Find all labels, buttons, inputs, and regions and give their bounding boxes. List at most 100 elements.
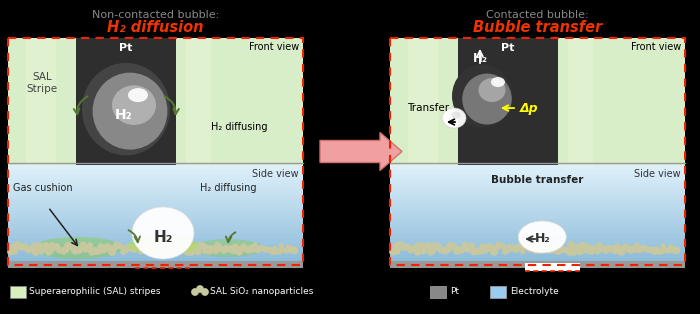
Circle shape: [51, 243, 59, 251]
Circle shape: [244, 247, 249, 252]
Circle shape: [10, 243, 16, 249]
Bar: [8, 230, 303, 233]
Circle shape: [489, 245, 496, 252]
Bar: [8, 228, 303, 230]
Circle shape: [611, 246, 620, 254]
Circle shape: [173, 249, 178, 255]
Circle shape: [281, 247, 286, 252]
Circle shape: [60, 248, 65, 253]
Circle shape: [113, 242, 120, 249]
Circle shape: [175, 246, 182, 253]
Bar: [8, 223, 303, 225]
Bar: [568, 38, 593, 165]
Circle shape: [219, 246, 225, 252]
Circle shape: [566, 248, 573, 256]
Text: Pt: Pt: [450, 288, 459, 296]
Bar: [8, 177, 303, 181]
Circle shape: [548, 247, 554, 254]
Circle shape: [18, 244, 25, 251]
Ellipse shape: [92, 73, 167, 149]
Text: SAL
Stripe: SAL Stripe: [27, 72, 57, 94]
Circle shape: [108, 248, 116, 256]
Ellipse shape: [132, 207, 194, 259]
Bar: [8, 165, 303, 168]
Circle shape: [638, 245, 645, 252]
Circle shape: [76, 247, 83, 254]
Bar: [390, 240, 685, 243]
Circle shape: [582, 243, 588, 249]
Circle shape: [515, 246, 521, 252]
Circle shape: [160, 242, 166, 248]
Circle shape: [652, 248, 658, 255]
Bar: [390, 187, 685, 191]
Circle shape: [648, 247, 654, 252]
Circle shape: [605, 245, 612, 252]
Circle shape: [450, 245, 455, 250]
Circle shape: [193, 245, 199, 250]
Circle shape: [645, 246, 651, 253]
Circle shape: [577, 248, 584, 255]
Circle shape: [133, 246, 139, 252]
Circle shape: [393, 248, 400, 254]
Circle shape: [503, 249, 508, 255]
Bar: [8, 235, 303, 238]
Bar: [390, 220, 685, 223]
Bar: [390, 38, 458, 165]
Bar: [8, 175, 303, 178]
Circle shape: [596, 242, 603, 249]
Circle shape: [246, 247, 253, 253]
Circle shape: [103, 245, 108, 251]
Circle shape: [284, 248, 288, 253]
Bar: [8, 213, 303, 215]
Circle shape: [510, 246, 514, 252]
Circle shape: [230, 246, 237, 254]
Bar: [390, 260, 685, 263]
Circle shape: [402, 244, 409, 251]
Circle shape: [579, 242, 586, 249]
Circle shape: [120, 249, 126, 255]
Bar: [390, 225, 685, 228]
Bar: [8, 210, 303, 213]
Circle shape: [279, 243, 284, 248]
Circle shape: [28, 246, 34, 252]
Text: H₂: H₂: [473, 51, 487, 64]
Circle shape: [36, 243, 43, 249]
Bar: [390, 213, 685, 215]
Circle shape: [410, 246, 415, 252]
Circle shape: [251, 248, 256, 253]
Circle shape: [595, 248, 601, 254]
Circle shape: [98, 243, 104, 250]
Text: Gas cushion: Gas cushion: [13, 183, 73, 193]
Bar: [8, 237, 303, 241]
Circle shape: [183, 248, 191, 256]
Text: Front view: Front view: [631, 42, 681, 52]
Circle shape: [405, 244, 411, 250]
Ellipse shape: [452, 65, 512, 127]
Circle shape: [232, 244, 239, 251]
Circle shape: [455, 246, 462, 254]
Text: Side view: Side view: [634, 169, 681, 179]
Bar: [390, 235, 685, 238]
Bar: [390, 261, 685, 268]
Bar: [390, 228, 685, 230]
Circle shape: [286, 244, 291, 250]
Circle shape: [139, 242, 147, 250]
Bar: [390, 250, 685, 253]
Bar: [8, 215, 303, 218]
Bar: [390, 165, 685, 168]
Bar: [390, 255, 685, 258]
Circle shape: [622, 243, 629, 250]
Circle shape: [192, 289, 199, 295]
Circle shape: [634, 243, 639, 248]
Circle shape: [396, 241, 404, 249]
Circle shape: [93, 248, 100, 255]
Circle shape: [438, 248, 444, 253]
Circle shape: [408, 248, 414, 253]
Circle shape: [478, 248, 484, 254]
Circle shape: [650, 247, 654, 252]
Bar: [390, 170, 685, 173]
Text: Pt: Pt: [501, 43, 514, 53]
Circle shape: [673, 246, 680, 254]
Circle shape: [668, 246, 676, 253]
Bar: [390, 230, 685, 233]
